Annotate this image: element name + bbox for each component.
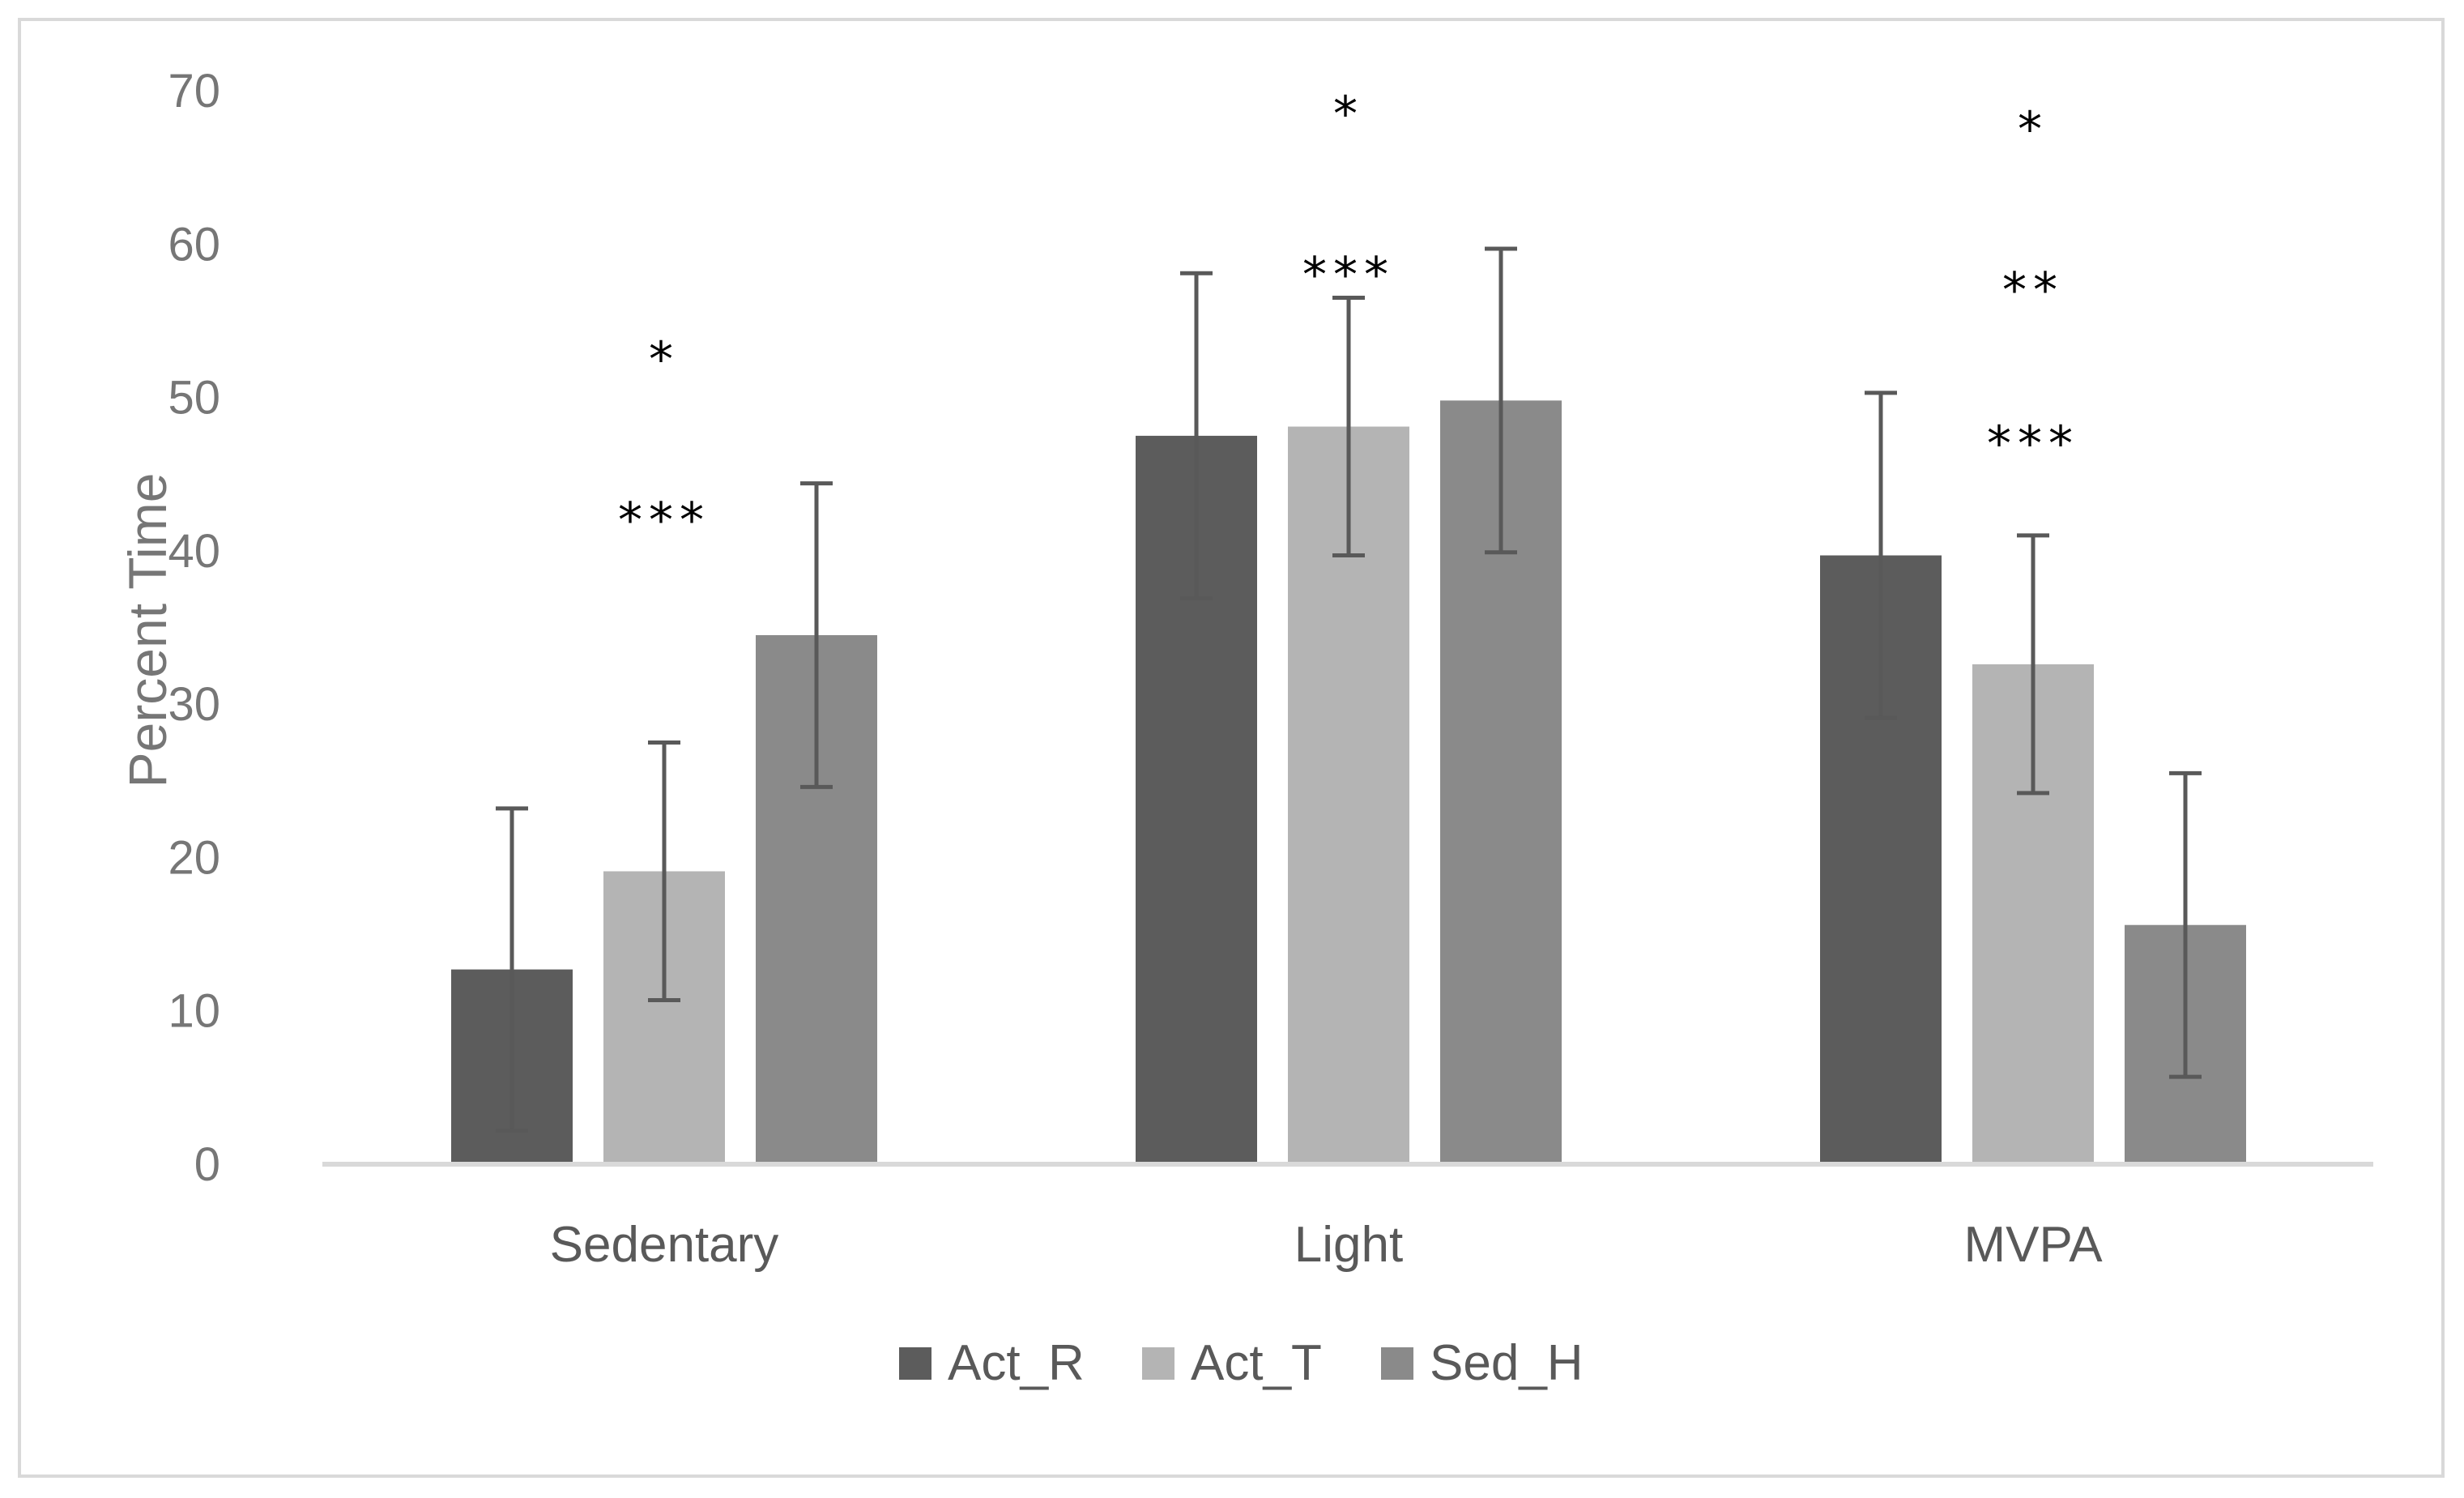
y-tick-label: 30 xyxy=(168,678,220,731)
y-tick-label: 40 xyxy=(168,525,220,578)
x-tick-label: MVPA xyxy=(1963,1217,2103,1273)
y-tick-label: 50 xyxy=(168,372,220,425)
legend-swatch-act-t xyxy=(1142,1347,1174,1380)
x-tick-label: Sedentary xyxy=(550,1217,779,1273)
significance-marker: * xyxy=(2018,101,2048,158)
significance-marker: *** xyxy=(1987,416,2079,472)
significance-marker: * xyxy=(1333,86,1364,143)
legend-label-act-t: Act_T xyxy=(1191,1335,1322,1391)
y-tick-label: 10 xyxy=(168,985,220,1038)
legend-swatch-act-r xyxy=(899,1347,931,1380)
legend-label-act-r: Act_R xyxy=(948,1335,1085,1391)
legend-label-sed-h: Sed_H xyxy=(1430,1335,1584,1391)
y-tick-label: 0 xyxy=(194,1138,220,1191)
legend-swatch-sed-h xyxy=(1381,1347,1413,1380)
x-tick-label: Light xyxy=(1294,1217,1403,1273)
y-tick-label: 60 xyxy=(168,218,220,271)
y-tick-label: 70 xyxy=(168,65,220,117)
y-axis-title: Percent Time xyxy=(117,473,177,788)
significance-marker: *** xyxy=(618,493,710,549)
y-tick-label: 20 xyxy=(168,831,220,884)
significance-marker: *** xyxy=(1302,247,1395,304)
significance-marker: * xyxy=(649,331,680,388)
significance-marker: ** xyxy=(2002,262,2064,319)
